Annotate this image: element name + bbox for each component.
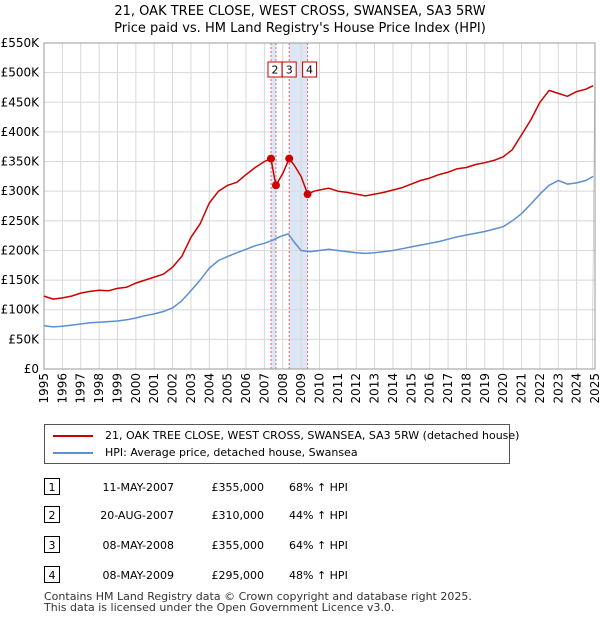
x-tick-label: 2010 (313, 373, 327, 404)
sale-date: 08-MAY-2008 (102, 539, 174, 552)
x-tick-label: 2022 (533, 373, 547, 404)
x-tick-label: 2020 (496, 373, 510, 404)
x-tick-label: 1999 (110, 373, 124, 404)
hpi-line (43, 175, 594, 328)
legend-label-hpi: HPI: Average price, detached house, Swan… (105, 446, 358, 459)
x-tick-label: 2002 (166, 373, 180, 404)
sale-marker-label: 2 (271, 64, 278, 77)
y-tick-label: £400K (1, 125, 41, 139)
price-chart: 2 3 4 £0 £50K £100K £150K £200K £250K £300K £350K £… (1, 36, 600, 404)
x-tick-label: 2007 (257, 373, 271, 404)
x-tick-label: 1998 (92, 373, 106, 404)
footer: Contains HM Land Registry data © Crown c… (44, 591, 472, 613)
x-tick-label: 2011 (331, 373, 345, 404)
x-tick-label: 1996 (55, 373, 69, 404)
x-tick-label: 2013 (368, 373, 382, 404)
legend-item-property: 21, OAK TREE CLOSE, WEST CROSS, SWANSEA,… (53, 428, 519, 444)
sale-number-badge: 4 (44, 566, 60, 583)
sale-row: 4 08-MAY-2009 £295,000 48% ↑ HPI (44, 566, 464, 584)
y-tick-label: £350K (1, 155, 41, 169)
sale-point (271, 181, 280, 190)
x-tick-label: 2014 (386, 373, 400, 404)
x-tick-label: 2021 (515, 373, 529, 404)
y-tick-label: £100K (1, 303, 41, 317)
x-tick-label: 2024 (570, 373, 584, 404)
y-tick-label: £50K (8, 332, 40, 346)
x-tick-label: 2006 (239, 373, 253, 404)
y-tick-label: £150K (1, 273, 41, 287)
sale-highlight-band (271, 43, 276, 369)
sale-price: £295,000 (211, 569, 265, 582)
sale-highlight-band (289, 43, 308, 369)
x-tick-label: 2009 (294, 373, 308, 404)
sale-hpi-change: 64% ↑ HPI (289, 539, 348, 552)
sale-marker-box (302, 61, 318, 78)
x-tick-label: 1997 (74, 373, 88, 404)
sale-row: 2 20-AUG-2007 £310,000 44% ↑ HPI (44, 506, 464, 524)
chart-title: 21, OAK TREE CLOSE, WEST CROSS, SWANSEA,… (114, 4, 486, 19)
x-tick-label: 2012 (349, 373, 363, 404)
legend: 21, OAK TREE CLOSE, WEST CROSS, SWANSEA,… (44, 424, 519, 464)
y-tick-label: £500K (1, 66, 41, 80)
x-tick-label: 2019 (478, 373, 492, 404)
sale-row: 3 08-MAY-2008 £355,000 64% ↑ HPI (44, 536, 464, 554)
x-tick-label: 2000 (129, 373, 143, 404)
sale-number-badge: 3 (44, 536, 60, 553)
sale-hpi-change: 68% ↑ HPI (289, 481, 348, 494)
sale-point (285, 154, 294, 163)
x-tick-label: 2004 (202, 373, 216, 404)
y-tick-label: £550K (1, 36, 41, 50)
sale-number-badge: 2 (44, 506, 60, 523)
chart-subtitle: Price paid vs. HM Land Registry's House … (114, 21, 486, 36)
footer-copyright: Contains HM Land Registry data © Crown c… (44, 590, 472, 603)
x-tick-label: 2005 (221, 373, 235, 404)
legend-swatch-property (53, 435, 93, 437)
y-tick-label: £250K (1, 214, 41, 228)
x-tick-label: 2018 (459, 373, 473, 404)
x-tick-label: 2016 (423, 373, 437, 404)
y-tick-label: £200K (1, 243, 41, 257)
y-tick-label: £0 (24, 362, 39, 376)
sale-hpi-change: 48% ↑ HPI (289, 569, 348, 582)
x-tick-label: 2025 (588, 373, 600, 404)
sale-date: 20-AUG-2007 (100, 509, 174, 522)
sale-marker-box (281, 61, 297, 78)
x-tick-label: 2003 (184, 373, 198, 404)
x-tick-label: 2015 (404, 373, 418, 404)
y-tick-label: £450K (1, 95, 41, 109)
x-tick-label: 1995 (37, 373, 51, 404)
sale-marker-label: 3 (286, 64, 293, 77)
y-tick-label: £300K (1, 184, 41, 198)
x-tick-label: 2001 (147, 373, 161, 404)
footer-license: This data is licensed under the Open Gov… (44, 601, 395, 614)
legend-label-property: 21, OAK TREE CLOSE, WEST CROSS, SWANSEA,… (105, 429, 520, 442)
x-tick-label: 2023 (551, 373, 565, 404)
legend-swatch-hpi (53, 452, 93, 454)
sale-row: 1 11-MAY-2007 £355,000 68% ↑ HPI (44, 478, 464, 496)
sale-price: £355,000 (211, 539, 265, 552)
sale-date: 11-MAY-2007 (102, 481, 174, 494)
legend-item-hpi: HPI: Average price, detached house, Swan… (53, 445, 358, 461)
sale-price: £310,000 (211, 509, 265, 522)
sale-point (303, 190, 312, 199)
x-tick-label: 2008 (276, 373, 290, 404)
plot-border (43, 42, 596, 370)
sale-number-badge: 1 (44, 478, 60, 495)
x-tick-label: 2017 (441, 373, 455, 404)
sale-price: £355,000 (211, 481, 265, 494)
sale-marker-label: 4 (306, 64, 313, 77)
sale-date: 08-MAY-2009 (102, 569, 174, 582)
sale-hpi-change: 44% ↑ HPI (289, 509, 348, 522)
sale-point (267, 154, 276, 163)
